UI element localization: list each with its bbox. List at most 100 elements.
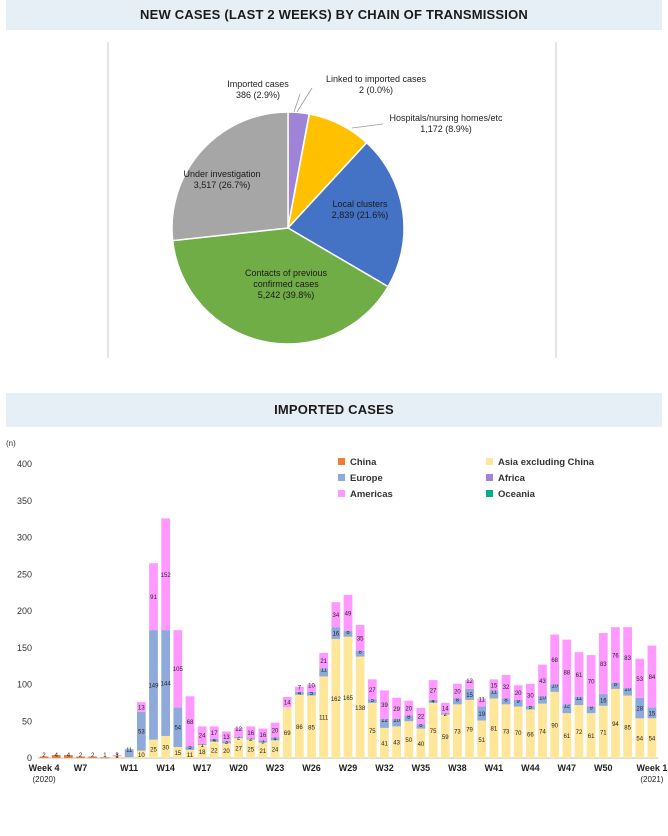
bar-segment-americas xyxy=(623,627,632,689)
bar-segment-europe xyxy=(501,698,511,705)
legend-swatch-americas xyxy=(338,490,345,497)
bar-data-label: 5 xyxy=(310,691,314,697)
bar-segment-asia xyxy=(501,704,511,758)
bar-data-label: 54 xyxy=(649,737,656,743)
y-tick-label: 0 xyxy=(27,753,32,763)
bar-segment-asia xyxy=(355,656,365,758)
bar-segment-americas xyxy=(428,680,438,700)
bar-segment-europe xyxy=(355,650,365,657)
bar-segment-europe xyxy=(635,697,645,719)
bar-segment-europe xyxy=(647,707,657,719)
bar-segment-europe xyxy=(380,719,389,728)
bar-data-label: 12 xyxy=(235,727,242,733)
x-tick-label: (2020) xyxy=(33,775,56,784)
legend-swatch-europe xyxy=(338,474,345,481)
bar-segment-americas xyxy=(392,697,401,720)
bar-data-label: 61 xyxy=(563,734,570,740)
bar-segment-europe xyxy=(586,706,596,714)
bar-data-label: 8 xyxy=(614,682,618,688)
bar-segment-americas xyxy=(635,658,645,698)
bar-segment-americas xyxy=(136,702,146,712)
bar-data-label: 27 xyxy=(369,688,376,694)
bar-data-label: 15 xyxy=(174,751,181,757)
bar-segment-europe xyxy=(477,706,487,721)
y-axis-label: (n) xyxy=(6,439,16,448)
bar-segment-asia xyxy=(489,698,499,758)
bar-data-label: 41 xyxy=(381,741,388,747)
bar-data-label: 11 xyxy=(126,748,133,754)
bar-segment-asia xyxy=(282,707,292,758)
bar-data-label: 25 xyxy=(150,747,157,753)
bar-segment-americas xyxy=(319,652,329,669)
y-tick-label: 300 xyxy=(17,533,32,543)
bar-segment-asia xyxy=(416,728,426,758)
bar-segment-americas xyxy=(295,686,304,692)
bar-data-label: 49 xyxy=(345,611,352,617)
bar-data-label: 4 xyxy=(298,691,302,697)
bar-segment-europe xyxy=(574,697,584,706)
legend-label-africa: Africa xyxy=(498,473,526,484)
bar-data-label: 39 xyxy=(381,703,388,709)
bar-data-label: 72 xyxy=(576,730,583,736)
bar-data-label: 7 xyxy=(298,686,302,692)
bar-segment-europe xyxy=(136,711,146,751)
bar-data-label: 149 xyxy=(148,683,159,689)
bar-data-label: 16 xyxy=(600,698,607,704)
bar-data-label: 13 xyxy=(223,735,230,741)
bar-data-label: 2 xyxy=(237,736,241,742)
bar-segment-asia xyxy=(124,757,134,759)
bar-segment-china xyxy=(88,756,98,758)
bar-segment-asia xyxy=(598,705,608,758)
legend-label-americas: Americas xyxy=(350,489,393,500)
bar-segment-europe xyxy=(295,691,304,695)
bar-segment-americas xyxy=(513,685,523,700)
pie-value-local-clusters: 2,839 (21.6%) xyxy=(332,210,389,220)
bar-data-label: 12 xyxy=(563,703,570,709)
bar-data-label: 152 xyxy=(161,573,172,579)
bar-segment-americas xyxy=(161,518,171,631)
bar-segment-americas xyxy=(246,726,256,739)
bar-data-label: 54 xyxy=(174,726,181,732)
bar-segment-europe xyxy=(185,746,195,750)
pie-label-linked: Linked to imported cases xyxy=(326,74,427,84)
y-tick-label: 150 xyxy=(17,643,32,653)
bar-data-label: 74 xyxy=(539,729,546,735)
bar-data-label: 4 xyxy=(67,753,71,759)
bar-data-label: 30 xyxy=(162,745,169,751)
bar-data-label: 2 xyxy=(79,753,83,759)
x-tick-label: W47 xyxy=(558,763,577,773)
bar-segment-china xyxy=(76,756,85,758)
bar-data-label: 15 xyxy=(466,693,473,699)
y-tick-label: 250 xyxy=(17,569,32,579)
bar-segment-americas xyxy=(149,563,158,631)
bar-data-label: 8 xyxy=(407,714,411,720)
x-tick-label: W44 xyxy=(521,763,540,773)
bar-segment-asia xyxy=(331,638,341,758)
bar-data-label: 71 xyxy=(600,730,607,736)
bar-segment-europe xyxy=(209,738,219,742)
x-tick-label: W35 xyxy=(412,763,431,773)
bar-segment-americas xyxy=(258,728,268,741)
bar-data-label: 73 xyxy=(454,730,461,736)
bar-data-label: 25 xyxy=(247,747,254,753)
x-tick-label: W23 xyxy=(266,763,285,773)
bar-segment-asia xyxy=(513,706,523,758)
pie-value-under-investigation: 3,517 (26.7%) xyxy=(194,180,251,190)
bar-segment-americas xyxy=(538,664,547,697)
bar-data-label: 24 xyxy=(272,748,279,754)
bar-segment-asia xyxy=(404,721,414,758)
bar-segment-asia xyxy=(234,738,243,758)
bar-segment-asia xyxy=(453,704,462,758)
legend-label-europe: Europe xyxy=(350,473,383,484)
bar-data-label: 16 xyxy=(332,632,339,638)
bar-data-label: 81 xyxy=(491,727,498,733)
bar-data-label: 11 xyxy=(479,697,486,703)
bar-data-label: 35 xyxy=(357,636,364,642)
bar-segment-americas xyxy=(112,755,122,757)
bar-data-label: 66 xyxy=(527,732,534,738)
y-tick-label: 100 xyxy=(17,680,32,690)
bar-segment-asia xyxy=(611,688,620,758)
legend-swatch-asia xyxy=(486,458,493,465)
bar-data-label: 111 xyxy=(319,716,329,722)
bar-segment-americas xyxy=(611,627,620,684)
